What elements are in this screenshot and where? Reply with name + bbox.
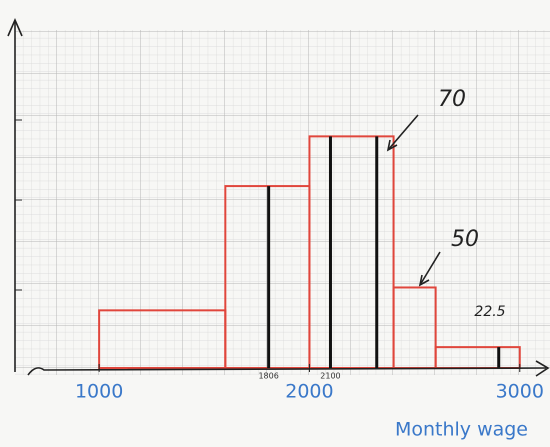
annotation-arrow: [387, 114, 419, 151]
annotation-arrow: [419, 251, 441, 286]
graph-paper-major: [15, 30, 550, 375]
marker-label: 1806: [258, 372, 278, 381]
annotation: 50: [451, 227, 479, 252]
x-axis-arrow: [535, 360, 550, 377]
annotation-arrowhead: [386, 139, 398, 152]
x-tick-label: 2000: [285, 381, 333, 403]
x-axis-label: Monthly wage: [395, 419, 528, 441]
x-tick-label: 3000: [496, 381, 544, 403]
marker-label: 2100: [320, 372, 340, 381]
y-axis-arrow: [7, 18, 23, 37]
x-tick-label: 1000: [75, 381, 123, 403]
x-axis: [27, 367, 547, 376]
annotation: 22.5: [474, 304, 505, 320]
annotation: 70: [438, 87, 466, 112]
annotation-arrowhead: [418, 274, 430, 287]
